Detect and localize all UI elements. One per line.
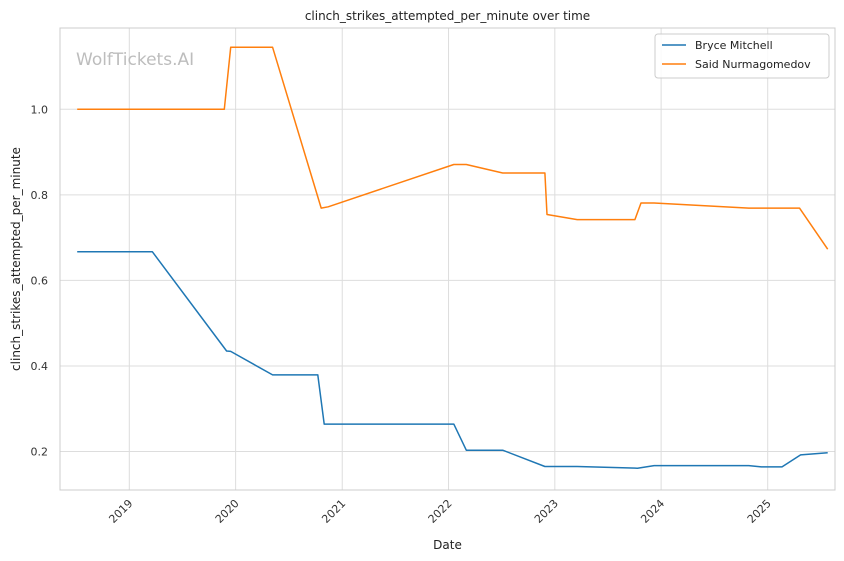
chart-title: clinch_strikes_attempted_per_minute over…	[305, 9, 590, 23]
series-lines	[77, 46, 829, 469]
legend: Bryce Mitchell Said Nurmagomedov	[654, 33, 830, 79]
plot-area-frame	[59, 27, 836, 491]
x-axis-title: Date	[433, 538, 462, 552]
x-tick-label: 2022	[426, 497, 455, 526]
series-line-2	[77, 46, 829, 250]
x-tick-label: 2023	[532, 497, 561, 526]
legend-box	[654, 33, 830, 79]
x-tick-labels: 2019 2020 2021 2022 2023 2024 2025	[106, 497, 773, 526]
y-tick-label: 1.0	[31, 103, 49, 116]
legend-label: Said Nurmagomedov	[695, 58, 811, 71]
legend-label: Bryce Mitchell	[695, 39, 773, 52]
grid-lines	[60, 28, 835, 490]
y-axis-title: clinch_strikes_attempted_per_minute	[9, 147, 23, 371]
x-tick-label: 2019	[106, 497, 135, 526]
y-tick-label: 0.6	[31, 274, 49, 287]
x-tick-label: 2025	[745, 497, 774, 526]
y-tick-label: 0.2	[31, 446, 49, 459]
x-tick-label: 2020	[213, 497, 242, 526]
x-tick-label: 2021	[319, 497, 348, 526]
y-tick-label: 0.8	[31, 189, 49, 202]
y-tick-labels: 0.2 0.4 0.6 0.8 1.0	[31, 103, 49, 458]
x-tick-label: 2024	[638, 497, 667, 526]
y-tick-label: 0.4	[31, 360, 49, 373]
watermark-text: WolfTickets.AI	[76, 50, 194, 70]
series-line-1	[77, 250, 828, 469]
